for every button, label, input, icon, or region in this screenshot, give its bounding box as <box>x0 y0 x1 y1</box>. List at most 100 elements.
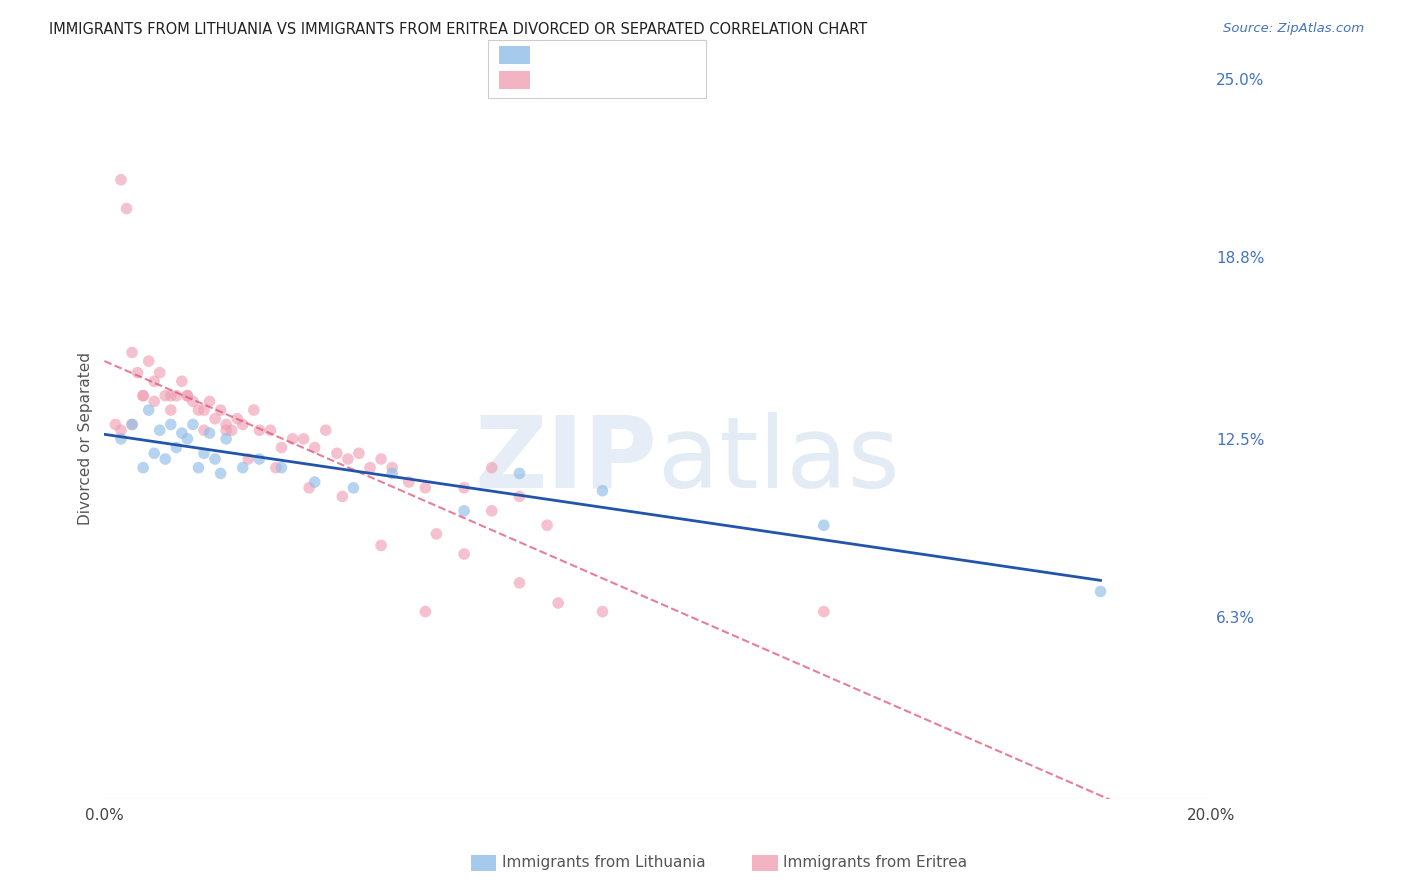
Point <box>508 467 530 481</box>
Point <box>143 374 166 388</box>
Text: N = 29: N = 29 <box>626 48 683 62</box>
Point <box>193 403 215 417</box>
Point <box>298 481 321 495</box>
Point <box>198 394 221 409</box>
Point <box>453 481 475 495</box>
Point <box>547 596 569 610</box>
Point <box>110 173 132 187</box>
Point <box>415 481 437 495</box>
Point <box>304 475 326 489</box>
Text: Immigrants from Eritrea: Immigrants from Eritrea <box>783 855 967 870</box>
Point <box>415 605 437 619</box>
Point <box>243 403 266 417</box>
Point <box>204 411 226 425</box>
Text: -0.264: -0.264 <box>567 73 621 87</box>
Point <box>176 432 198 446</box>
Point <box>132 460 155 475</box>
Point <box>315 423 337 437</box>
Point <box>155 452 177 467</box>
Point <box>110 423 132 437</box>
Text: R =: R = <box>537 48 571 62</box>
Point <box>425 527 447 541</box>
Point <box>481 504 503 518</box>
Point <box>204 452 226 467</box>
Point <box>359 460 381 475</box>
Point <box>215 417 238 432</box>
Point <box>193 446 215 460</box>
Point <box>181 417 204 432</box>
Text: Source: ZipAtlas.com: Source: ZipAtlas.com <box>1223 22 1364 36</box>
Point <box>159 389 181 403</box>
Point <box>176 389 198 403</box>
Point <box>326 446 349 460</box>
Point <box>381 467 404 481</box>
Point <box>187 460 209 475</box>
Text: Immigrants from Lithuania: Immigrants from Lithuania <box>502 855 706 870</box>
Point <box>198 426 221 441</box>
Point <box>336 452 359 467</box>
Point <box>370 452 392 467</box>
Point <box>143 446 166 460</box>
Text: -0.548: -0.548 <box>567 48 621 62</box>
Text: R =: R = <box>537 73 571 87</box>
Point <box>115 202 138 216</box>
Point <box>238 452 260 467</box>
Point <box>170 426 193 441</box>
Point <box>165 389 187 403</box>
Point <box>209 467 232 481</box>
Point <box>143 394 166 409</box>
Point <box>170 374 193 388</box>
Point <box>398 475 420 489</box>
Point <box>259 423 281 437</box>
Text: N = 65: N = 65 <box>626 73 683 87</box>
Point <box>110 432 132 446</box>
Point <box>270 441 292 455</box>
Point <box>330 490 353 504</box>
Point <box>215 423 238 437</box>
Point <box>176 389 198 403</box>
Point <box>121 417 143 432</box>
Point <box>370 538 392 552</box>
Point <box>149 366 172 380</box>
Text: IMMIGRANTS FROM LITHUANIA VS IMMIGRANTS FROM ERITREA DIVORCED OR SEPARATED CORRE: IMMIGRANTS FROM LITHUANIA VS IMMIGRANTS … <box>49 22 868 37</box>
Y-axis label: Divorced or Separated: Divorced or Separated <box>79 352 93 525</box>
Point <box>381 460 404 475</box>
Point <box>132 389 155 403</box>
Point <box>247 452 270 467</box>
Point <box>121 417 143 432</box>
Point <box>132 389 155 403</box>
Point <box>281 432 304 446</box>
Point <box>155 389 177 403</box>
Point <box>209 403 232 417</box>
Point <box>347 446 370 460</box>
Point <box>215 432 238 446</box>
Point <box>813 605 835 619</box>
Point <box>138 354 160 368</box>
Point <box>232 417 254 432</box>
Point <box>304 441 326 455</box>
Point <box>813 518 835 533</box>
Point <box>149 423 172 437</box>
Point <box>127 366 149 380</box>
Point <box>508 575 530 590</box>
Point <box>1090 584 1112 599</box>
Text: atlas: atlas <box>658 412 900 509</box>
Point <box>193 423 215 437</box>
Point <box>591 483 613 498</box>
Point <box>591 605 613 619</box>
Point <box>159 403 181 417</box>
Point <box>138 403 160 417</box>
Point <box>247 423 270 437</box>
Point <box>187 403 209 417</box>
Point <box>165 441 187 455</box>
Point <box>536 518 558 533</box>
Point <box>453 547 475 561</box>
Point <box>221 423 243 437</box>
Text: ZIP: ZIP <box>475 412 658 509</box>
Point <box>181 394 204 409</box>
Point <box>264 460 287 475</box>
Point <box>270 460 292 475</box>
Point <box>453 504 475 518</box>
Point <box>104 417 127 432</box>
Point <box>292 432 315 446</box>
